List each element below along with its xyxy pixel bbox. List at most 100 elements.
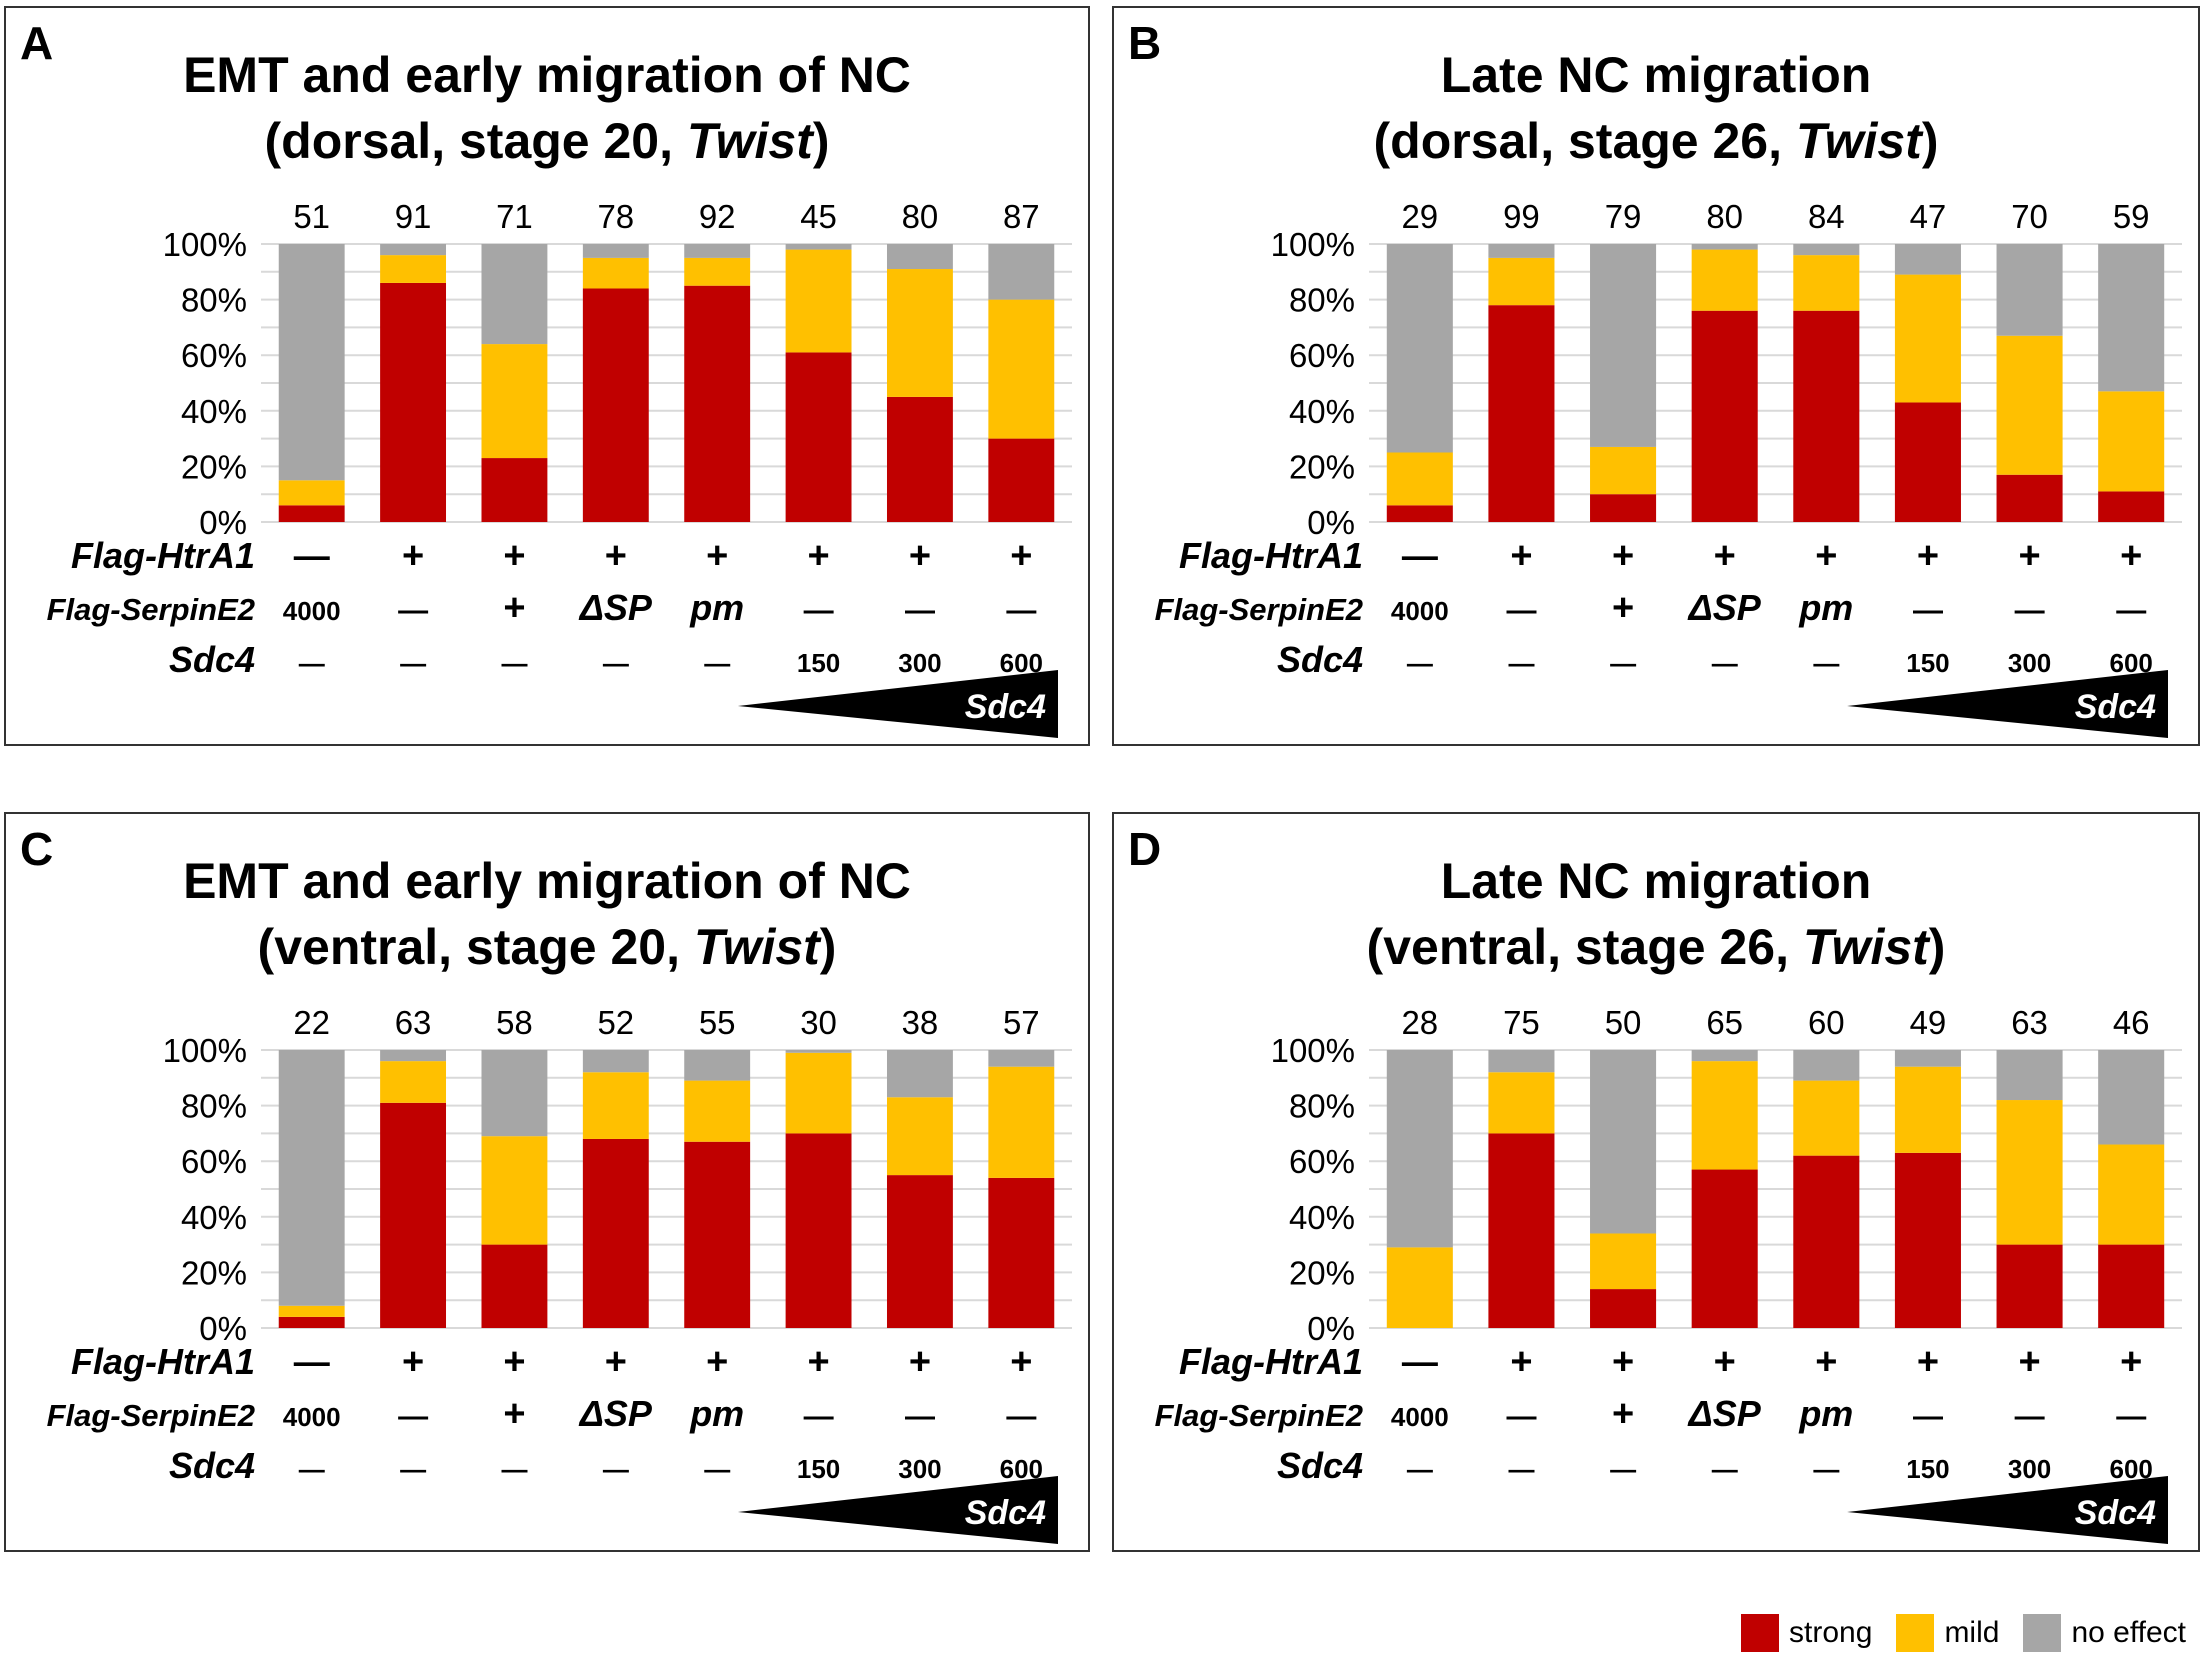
sample-size-label: 84 (1808, 198, 1845, 235)
bar-segment-no-effect (1386, 1050, 1453, 1248)
bar-segment-strong (481, 1244, 548, 1328)
panel-a: A EMT and early migration of NC (dorsal, s… (4, 6, 1090, 746)
condition-htra1-value: + (605, 1341, 627, 1383)
bar-segment-no-effect (886, 1050, 953, 1098)
row-label: Sdc4 (1277, 1445, 1363, 1486)
bar-segment-strong (988, 1177, 1055, 1328)
sample-size-label: 59 (2113, 198, 2150, 235)
bar-segment-no-effect (380, 244, 447, 256)
condition-serpine2-value: — (1913, 1400, 1943, 1433)
legend-item-strong: strong (1741, 1614, 1872, 1652)
sample-size-label: 71 (496, 198, 533, 235)
condition-htra1-value: + (807, 535, 829, 577)
chart-title: Late NC migration (dorsal, stage 26, Twis… (1114, 42, 2198, 174)
condition-serpine2-value: — (804, 594, 834, 627)
condition-htra1-value: + (1815, 1341, 1837, 1383)
condition-htra1-value: + (2120, 535, 2142, 577)
sample-size-label: 52 (597, 1004, 634, 1041)
chart-title: EMT and early migration of NC (dorsal, st… (6, 42, 1088, 174)
sample-size-label: 29 (1401, 198, 1438, 235)
condition-htra1-value: + (1510, 535, 1532, 577)
y-tick-label: 40% (1289, 1199, 1355, 1236)
condition-serpine2-value: — (1506, 1400, 1536, 1433)
bar-segment-no-effect (1691, 1050, 1758, 1062)
condition-htra1-value: + (2018, 1341, 2040, 1383)
sample-size-label: 99 (1503, 198, 1540, 235)
stacked-bar-chart: 0% 20% 40% 60% 80% 100% 51 — 4000 — 91 + — — 71 + + — 78 + Δ… (47, 198, 1072, 738)
bar-segment-strong (1386, 505, 1453, 522)
title-line-2: (dorsal, stage 26, Twist) (1114, 108, 2198, 174)
condition-sdc4-value: — (704, 1454, 730, 1484)
bar-segment-strong (278, 1316, 345, 1328)
title-line-2-post: ) (819, 919, 837, 975)
sample-size-label: 63 (2011, 1004, 2048, 1041)
bar-segment-no-effect (988, 1050, 1055, 1067)
sample-size-label: 55 (699, 1004, 736, 1041)
sample-size-label: 38 (902, 1004, 939, 1041)
legend-swatch-mild (1896, 1614, 1935, 1652)
title-line-2-pre: (ventral, stage 20, (257, 919, 694, 975)
legend-item-mild: mild (1896, 1614, 1999, 1652)
row-label: Flag-SerpinE2 (47, 1398, 255, 1433)
condition-serpine2-value: ΔSP (578, 1393, 653, 1434)
legend-label-no-effect: no effect (2071, 1616, 2186, 1649)
bar-segment-strong (1590, 494, 1657, 522)
bar-segment-mild (988, 1066, 1055, 1178)
panel-b: B Late NC migration (dorsal, stage 26, Twi… (1112, 6, 2200, 746)
sample-size-label: 92 (699, 198, 736, 235)
bar-segment-mild (1691, 1061, 1758, 1170)
stacked-bar-chart: 0% 20% 40% 60% 80% 100% 29 — 4000 — 99 + — — 79 + + — 80 + Δ… (1155, 198, 2182, 738)
bar-segment-no-effect (582, 244, 649, 258)
condition-serpine2-value: — (804, 1400, 834, 1433)
condition-sdc4-value: — (501, 1454, 527, 1484)
title-line-2: (dorsal, stage 20, Twist) (6, 108, 1088, 174)
bar-segment-mild (1488, 1072, 1555, 1134)
sample-size-label: 70 (2011, 198, 2048, 235)
condition-serpine2-value: — (1506, 594, 1536, 627)
bar-segment-mild (1590, 1233, 1657, 1290)
row-label: Flag-SerpinE2 (47, 592, 255, 627)
row-label: Flag-SerpinE2 (1155, 592, 1363, 627)
condition-serpine2-value: + (503, 587, 525, 629)
chart-title: Late NC migration (ventral, stage 26, Twi… (1114, 848, 2198, 980)
bar-segment-no-effect (684, 244, 751, 258)
stacked-bar-chart: 0% 20% 40% 60% 80% 100% 22 — 4000 — 63 + — — 58 + + — 52 + Δ… (47, 1004, 1072, 1544)
y-tick-label: 100% (1271, 1032, 1355, 1069)
bar-segment-strong (1894, 1152, 1961, 1328)
bar-segment-strong (1488, 305, 1555, 522)
bar-segment-mild (380, 255, 447, 283)
sample-size-label: 46 (2113, 1004, 2150, 1041)
bar-segment-mild (886, 269, 953, 397)
condition-sdc4-value: — (299, 648, 325, 678)
condition-sdc4-value: — (1610, 648, 1636, 678)
title-gene: Twist (1802, 919, 1929, 975)
sample-size-label: 65 (1706, 1004, 1743, 1041)
row-label: Flag-HtrA1 (1179, 535, 1363, 576)
row-label: Sdc4 (169, 1445, 255, 1486)
bar-segment-no-effect (1996, 244, 2063, 336)
legend-item-no-effect: no effect (2023, 1614, 2186, 1652)
y-tick-label: 60% (1289, 337, 1355, 374)
bar-segment-no-effect (684, 1050, 751, 1081)
bar-segment-no-effect (278, 244, 345, 481)
y-tick-label: 20% (1289, 448, 1355, 485)
bar-segment-strong (988, 438, 1055, 522)
bar-segment-mild (1996, 1100, 2063, 1245)
title-line-2-post: ) (1921, 113, 1939, 169)
title-line-1: Late NC migration (1440, 47, 1872, 103)
title-line-1: EMT and early migration of NC (183, 853, 911, 909)
bar-segment-mild (582, 1072, 649, 1139)
condition-sdc4-value: — (1508, 1454, 1534, 1484)
sample-size-label: 80 (902, 198, 939, 235)
condition-htra1-value: + (2120, 1341, 2142, 1383)
bar-segment-no-effect (988, 244, 1055, 300)
bar-segment-no-effect (1590, 1050, 1657, 1234)
condition-serpine2-value: — (398, 594, 428, 627)
y-tick-label: 100% (163, 1032, 247, 1069)
condition-serpine2-value: — (905, 1400, 935, 1433)
bar-segment-strong (1996, 474, 2063, 522)
panel-letter: C (20, 823, 54, 875)
row-label: Sdc4 (169, 639, 255, 680)
condition-serpine2-value: ΔSP (1687, 1393, 1762, 1434)
condition-serpine2-value: — (2015, 1400, 2045, 1433)
